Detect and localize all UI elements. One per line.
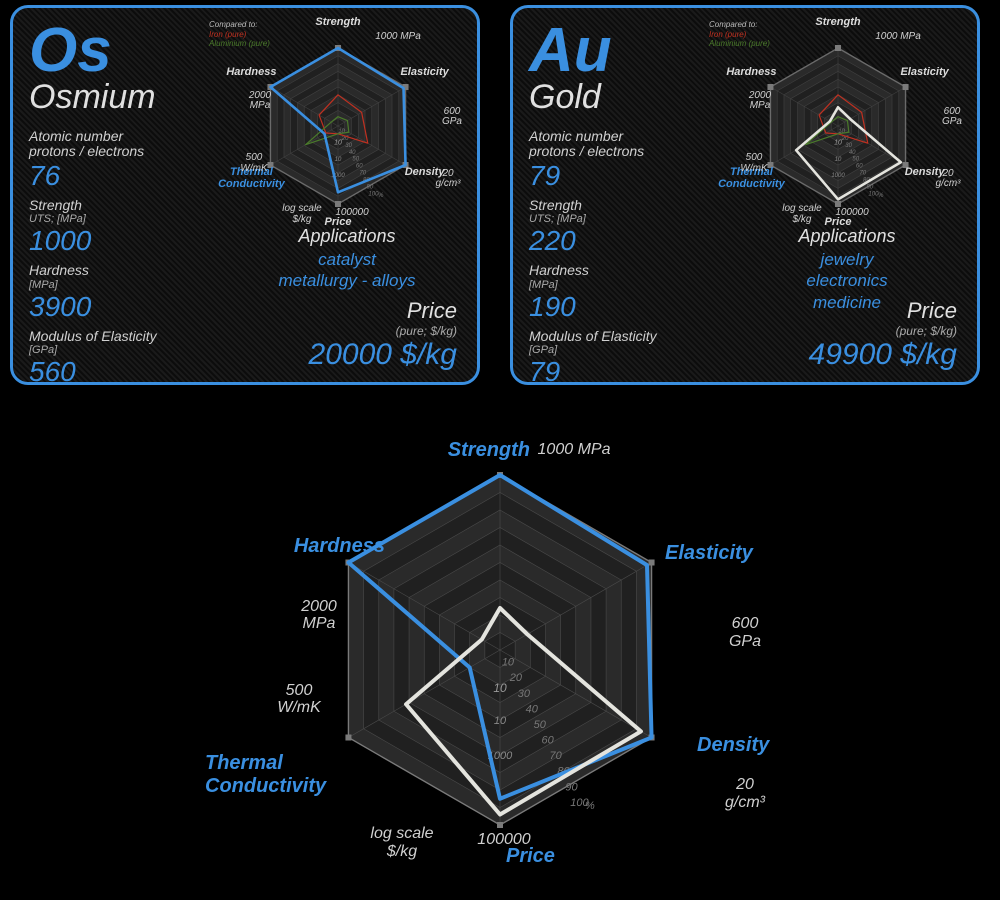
svg-text:60: 60 — [356, 164, 363, 170]
price-title: Price — [309, 298, 457, 324]
svg-text:10: 10 — [493, 681, 507, 695]
price-block: Price (pure; $/kg) 20000 $/kg — [309, 298, 457, 372]
svg-text:30: 30 — [845, 143, 852, 149]
svg-text:40: 40 — [349, 150, 356, 156]
svg-text:60: 60 — [542, 735, 555, 747]
radar-chart-osmium: 102030405060708090100%10100010StrengthEl… — [203, 16, 463, 226]
element-card-osmium: Os Osmium Atomic numberprotons / electro… — [10, 5, 480, 385]
svg-text:40: 40 — [849, 150, 856, 156]
svg-text:10: 10 — [335, 157, 342, 163]
svg-text:10: 10 — [834, 140, 842, 147]
svg-text:%: % — [378, 193, 384, 199]
svg-text:90: 90 — [367, 185, 374, 191]
application-item: catalyst — [237, 249, 457, 270]
price-title: Price — [809, 298, 957, 324]
compare-legend: Compared to:Iron (pure)Aluminium (pure) — [209, 20, 270, 49]
svg-text:%: % — [878, 193, 884, 199]
svg-text:30: 30 — [518, 688, 531, 700]
applications-title: Applications — [737, 226, 957, 247]
svg-text:90: 90 — [867, 185, 874, 191]
svg-text:40: 40 — [526, 703, 539, 715]
applications-list: catalystmetallurgy - alloys — [237, 249, 457, 292]
svg-text:10: 10 — [835, 157, 842, 163]
svg-text:70: 70 — [359, 171, 366, 177]
svg-text:20: 20 — [509, 672, 523, 684]
svg-text:50: 50 — [852, 157, 859, 163]
price-value: 49900 $/kg — [809, 338, 957, 372]
application-item: electronics — [737, 270, 957, 291]
svg-text:70: 70 — [549, 750, 562, 762]
comparison-radar-chart: 102030405060708090100%10100010StrengthEl… — [180, 400, 820, 890]
element-card-gold: Au Gold Atomic numberprotons / electrons… — [510, 5, 980, 385]
compare-legend: Compared to:Iron (pure)Aluminium (pure) — [709, 20, 770, 49]
application-item: metallurgy - alloys — [237, 270, 457, 291]
svg-text:10: 10 — [494, 715, 507, 727]
radar-chart-gold: 102030405060708090100%10100010StrengthEl… — [703, 16, 963, 226]
svg-text:90: 90 — [565, 781, 578, 793]
svg-text:10: 10 — [502, 657, 515, 669]
applications-title: Applications — [237, 226, 457, 247]
svg-text:1000: 1000 — [831, 173, 845, 179]
svg-text:50: 50 — [352, 157, 359, 163]
svg-text:70: 70 — [859, 171, 866, 177]
price-value: 20000 $/kg — [309, 338, 457, 372]
svg-text:%: % — [585, 800, 595, 812]
svg-text:10: 10 — [334, 140, 342, 147]
price-block: Price (pure; $/kg) 49900 $/kg — [809, 298, 957, 372]
price-unit: (pure; $/kg) — [809, 324, 957, 338]
svg-text:50: 50 — [534, 719, 547, 731]
price-unit: (pure; $/kg) — [309, 324, 457, 338]
applications-block: Applications catalystmetallurgy - alloys — [237, 226, 457, 292]
application-item: jewelry — [737, 249, 957, 270]
svg-text:60: 60 — [856, 164, 863, 170]
svg-text:30: 30 — [345, 143, 352, 149]
